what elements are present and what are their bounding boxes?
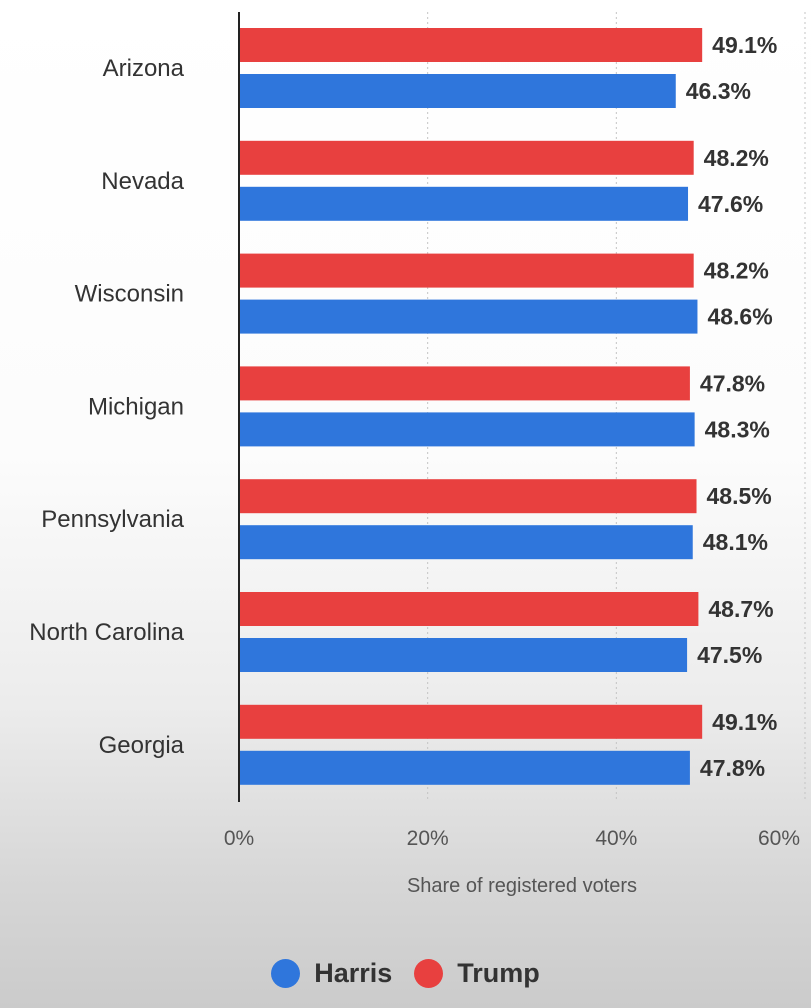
bar-trump-3 <box>239 366 690 401</box>
legend-item-harris[interactable]: Harris <box>271 958 392 989</box>
bar-chart: Arizona 49.1% 46.3% Nevada 48.2% 47.6% Wiscons… <box>29 12 806 897</box>
value-label-trump-4: 48.5% <box>707 483 772 509</box>
value-label-trump-5: 48.7% <box>708 596 773 622</box>
value-label-trump-0: 49.1% <box>712 32 777 58</box>
bar-trump-4 <box>239 479 697 514</box>
value-label-trump-6: 49.1% <box>712 709 777 735</box>
legend-label-harris: Harris <box>314 958 393 988</box>
value-label-harris-1: 47.6% <box>698 191 763 217</box>
x-tick-label-1: 20% <box>407 827 449 850</box>
legend-label-trump: Trump <box>457 958 540 988</box>
value-label-harris-6: 47.8% <box>700 755 765 781</box>
value-label-harris-2: 48.6% <box>707 304 772 330</box>
bar-harris-3 <box>239 412 695 447</box>
x-axis-title: Share of registered voters <box>407 875 637 897</box>
legend: Harris Trump <box>0 958 811 989</box>
category-label-3: Michigan <box>88 393 184 420</box>
bar-trump-1 <box>239 140 694 175</box>
category-label-5: North Carolina <box>29 619 184 646</box>
x-tick-label-2: 40% <box>595 827 637 850</box>
x-tick-label-0: 0% <box>224 827 254 850</box>
bar-trump-6 <box>239 704 703 739</box>
value-label-trump-3: 47.8% <box>700 370 765 396</box>
legend-item-trump[interactable]: Trump <box>414 958 540 989</box>
bar-harris-5 <box>239 638 688 672</box>
value-label-harris-3: 48.3% <box>705 416 770 442</box>
bar-trump-0 <box>239 28 703 62</box>
bar-harris-1 <box>239 186 689 221</box>
bar-harris-2 <box>239 299 698 334</box>
x-tick-label-3: 60% <box>758 827 800 850</box>
value-label-harris-4: 48.1% <box>703 529 768 555</box>
category-label-2: Wisconsin <box>75 281 184 308</box>
category-label-1: Nevada <box>101 168 184 195</box>
bar-trump-2 <box>239 253 694 288</box>
bar-harris-4 <box>239 525 693 560</box>
value-label-trump-1: 48.2% <box>704 145 769 171</box>
bar-trump-5 <box>239 592 699 626</box>
bar-harris-0 <box>239 74 676 108</box>
category-label-6: Georgia <box>99 732 185 759</box>
category-label-0: Arizona <box>103 55 185 82</box>
legend-swatch-harris <box>271 959 301 988</box>
value-label-harris-0: 46.3% <box>686 78 751 104</box>
bar-harris-6 <box>239 750 690 785</box>
value-label-harris-5: 47.5% <box>697 642 762 668</box>
value-label-trump-2: 48.2% <box>704 258 769 284</box>
category-label-4: Pennsylvania <box>41 506 184 533</box>
legend-swatch-trump <box>414 959 444 988</box>
